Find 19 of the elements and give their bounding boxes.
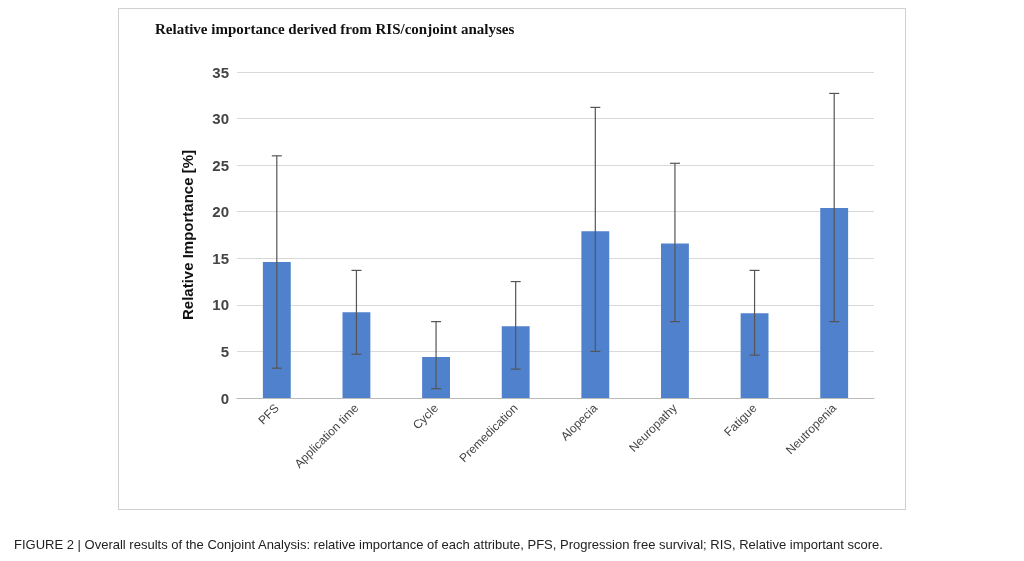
caption: FIGURE 2 | Overall results of the Conjoint Analysis: relative importance of each attribute, PFS, Progression free survival; RIS, Relative important score. [14,537,883,552]
bar [740,313,769,398]
bar [342,312,371,398]
y-tick-label: 0 [220,389,229,407]
y-tick-label: 30 [212,110,229,128]
y-tick-label: 35 [212,63,229,81]
chart-title: Relative importance derived from RIS/conjoint analyses [155,20,515,37]
y-tick-label: 25 [212,156,229,174]
bar [820,207,849,398]
bar [422,357,450,398]
bar [501,326,530,398]
y-tick-label: 15 [212,249,229,267]
y-tick-label: 20 [212,203,229,221]
bar [581,231,610,398]
y-axis-title: Relative Importance [%] [179,149,196,321]
bar [262,262,291,398]
bar [661,243,689,398]
y-tick-label: 5 [220,342,229,360]
y-tick-label: 10 [212,296,229,314]
